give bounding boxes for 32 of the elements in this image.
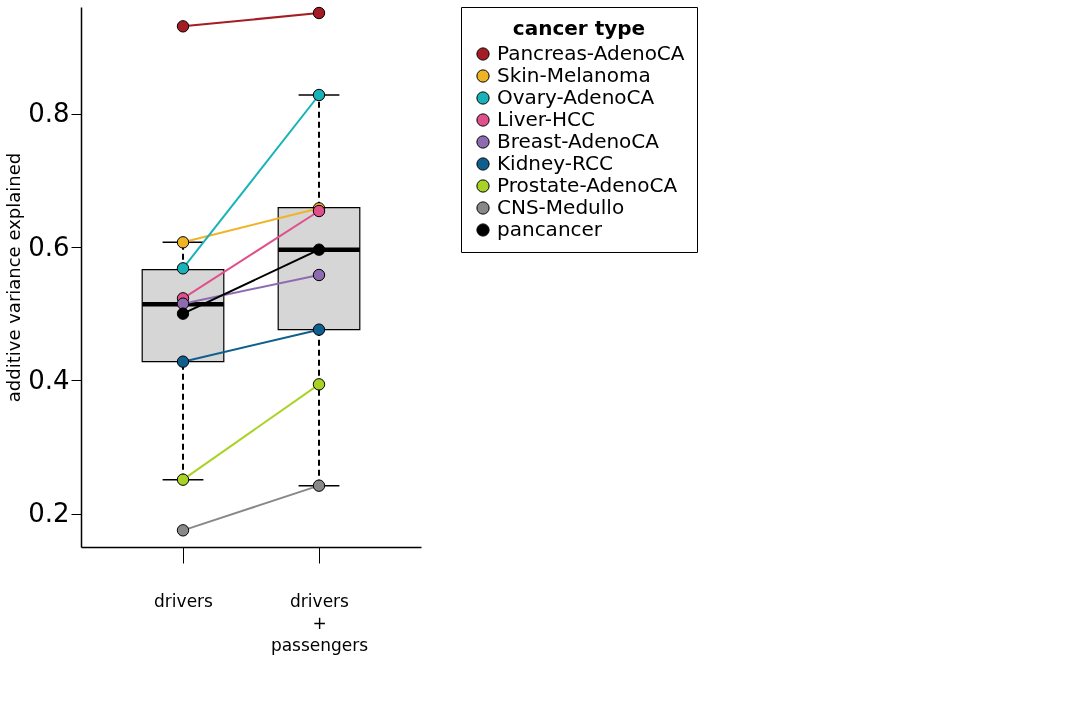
legend-label: Pancreas-AdenoCA [497,41,685,65]
point [312,88,326,102]
point [312,323,326,336]
point [312,268,326,282]
point [312,479,326,492]
point [176,473,190,486]
point [312,6,326,20]
y-tick-label: 0.2 [28,498,70,529]
x-tick-label: drivers + passengers [270,590,369,655]
legend-label: Skin-Melanoma [497,63,651,87]
legend-label: Prostate-AdenoCA [497,173,678,197]
point [312,378,326,391]
y-tick-label: 0.4 [28,364,70,395]
point [176,297,190,310]
point [176,355,190,368]
legend-label: Ovary-AdenoCA [497,85,655,109]
legend-title: cancer type [512,16,646,40]
point [176,20,190,33]
point [176,524,190,537]
legend-label: CNS-Medullo [497,195,625,219]
point [312,243,326,256]
legend-label: pancancer [497,217,603,241]
point [176,236,190,249]
y-tick-label: 0.6 [28,231,70,262]
y-tick-label: 0.8 [28,98,70,129]
y-axis-title: additive variance explained [3,152,25,403]
x-tick-label: drivers [154,590,214,611]
legend-label: Liver-HCC [497,107,595,131]
point [176,262,190,275]
legend-label: Kidney-RCC [497,151,613,175]
point [176,307,190,320]
legend-label: Breast-AdenoCA [497,129,660,153]
